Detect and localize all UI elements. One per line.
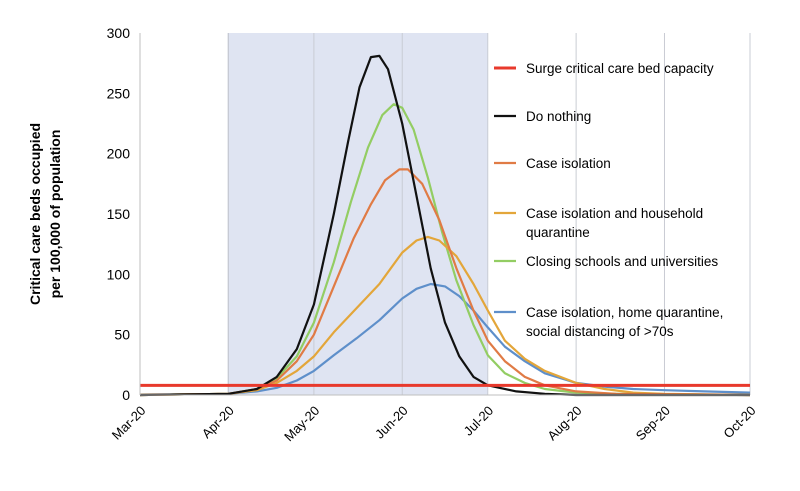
y-tick-label: 250: [107, 85, 131, 101]
y-tick-label: 100: [107, 266, 131, 282]
y-axis-label-line: per 100,000 of population: [47, 130, 63, 299]
legend-entry: Closing schools and universities: [494, 254, 718, 269]
y-axis-label-line: Critical care beds occupied: [27, 123, 43, 305]
y-tick-label: 150: [107, 206, 131, 222]
x-tick-label: Jul-20: [461, 403, 497, 439]
legend-entry: Surge critical care bed capacity: [494, 61, 714, 76]
x-tick-label: Oct-20: [720, 403, 758, 441]
legend-entry: Do nothing: [494, 109, 591, 124]
legend: Surge critical care bed capacity Do nothi…: [494, 61, 723, 339]
legend-label: Closing schools and universities: [526, 254, 718, 269]
x-tick-label: May-20: [281, 403, 322, 444]
x-tick-label: Sep-20: [633, 403, 673, 443]
x-tick-label: Jun-20: [372, 403, 411, 442]
legend-label: Case isolation, home quarantine, social d…: [526, 305, 723, 339]
y-tick-label: 300: [107, 25, 131, 41]
series-line: [139, 168, 751, 397]
series-lines: [139, 54, 751, 397]
y-tick-label: 200: [107, 146, 131, 162]
legend-label: Surge critical care bed capacity: [526, 61, 714, 76]
legend-entry: Case isolation: [494, 156, 611, 171]
gridlines: [227, 33, 751, 395]
legend-entry: Case isolation and household quarantine: [494, 206, 703, 240]
y-axis-label: Critical care beds occupied per 100,000 o…: [27, 123, 63, 305]
legend-label: Case isolation: [526, 156, 611, 171]
x-tick-label: Mar-20: [109, 403, 149, 443]
series-line: [139, 54, 750, 397]
intervention-shading: [228, 33, 488, 395]
y-tick-label: 0: [122, 387, 130, 403]
legend-label: Case isolation and household quarantine: [526, 206, 703, 240]
y-tick-label: 50: [114, 327, 130, 343]
legend-entry: Case isolation, home quarantine, social d…: [494, 305, 723, 339]
x-tick-label: Aug-20: [544, 403, 584, 443]
x-tick-label: Apr-20: [199, 403, 237, 441]
intervention-period-layer: [227, 33, 488, 395]
legend-label: Do nothing: [526, 109, 591, 124]
